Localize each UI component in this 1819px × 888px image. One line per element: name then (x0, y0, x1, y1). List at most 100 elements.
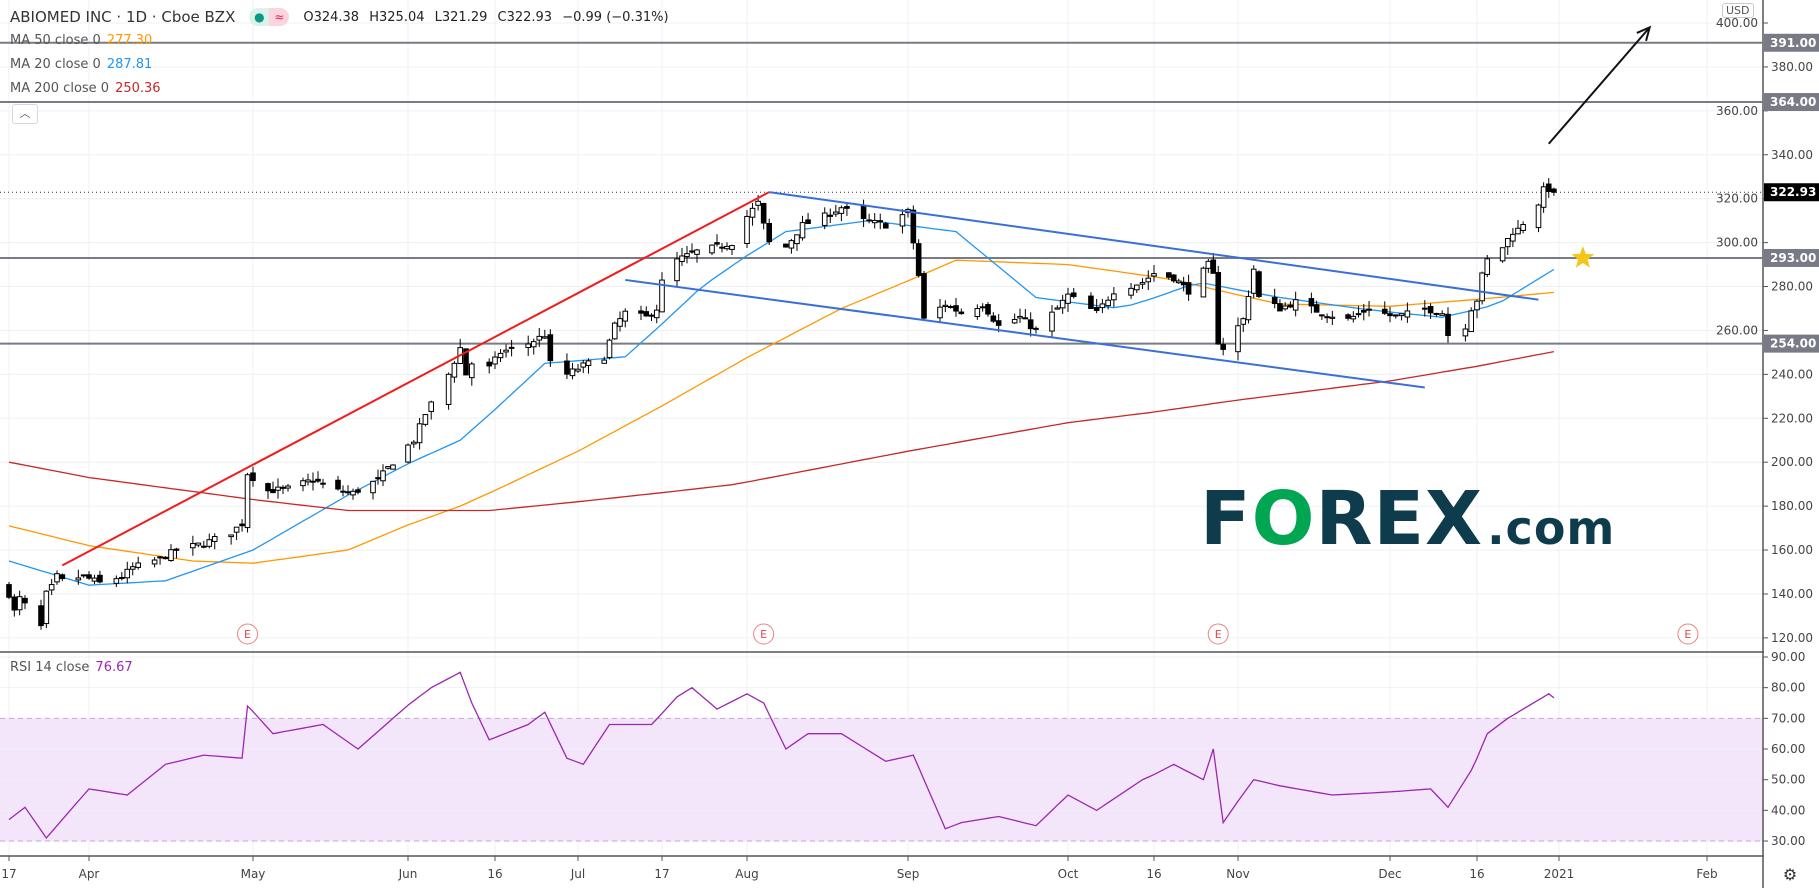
currency-button[interactable]: USD (1722, 3, 1754, 18)
candle (201, 540, 207, 549)
candle (606, 338, 613, 360)
candle (1499, 247, 1506, 263)
earnings-marker[interactable]: E (753, 623, 775, 645)
time-tick-label: 17 (654, 867, 669, 881)
legend-rsi[interactable]: RSI 14 close 76.67 (10, 660, 133, 675)
legend-ma200[interactable]: MA 200 close 0 250.36 (10, 81, 161, 96)
candle (525, 335, 532, 357)
time-tick-label: 16 (1469, 867, 1484, 881)
candle (1017, 308, 1023, 324)
time-tick-label: Jul (570, 867, 585, 881)
candle (827, 208, 834, 224)
legend-label: MA 200 close 0 (10, 81, 110, 96)
candle (766, 218, 773, 246)
candle (1427, 303, 1434, 320)
rsi-tick-label: 70.00 (1771, 711, 1805, 725)
candle-body (799, 222, 806, 239)
candle (445, 372, 452, 410)
candle-body (1387, 313, 1393, 317)
candle-body (766, 222, 773, 243)
candle-body (305, 479, 311, 483)
candle-body (1484, 258, 1491, 275)
candle (428, 400, 434, 420)
candle (1324, 313, 1330, 323)
level-price-tag: 254.00 (1770, 337, 1816, 351)
candle-body (979, 306, 986, 309)
candle-body (1277, 303, 1283, 312)
candle (173, 547, 180, 559)
candle-body (1308, 298, 1315, 307)
candle-body (694, 249, 700, 255)
candle-body (1022, 317, 1029, 320)
candle-body (866, 219, 872, 222)
candle-body (638, 310, 644, 314)
candle-body (1504, 237, 1511, 248)
rsi-tick-label: 60.00 (1771, 742, 1805, 756)
candle-body (1319, 314, 1325, 317)
candle-body (422, 414, 429, 425)
candle-body (536, 335, 543, 341)
candle-body (340, 490, 346, 493)
candle-body (882, 223, 889, 229)
candle (684, 246, 690, 264)
candle (119, 572, 125, 581)
candle (1111, 287, 1117, 308)
candle (265, 482, 271, 499)
candle-body (1185, 282, 1192, 295)
level-price-tag-bg (1764, 33, 1819, 52)
candle (1287, 301, 1294, 309)
candle-body (1059, 299, 1066, 309)
candle-body (275, 486, 281, 491)
candle-body (1329, 316, 1336, 319)
candle-body (1381, 308, 1388, 314)
time-tick-label: 16 (1146, 867, 1161, 881)
earnings-marker[interactable]: E (1677, 623, 1699, 645)
rsi-line (8, 671, 1555, 840)
candle-body (129, 566, 136, 570)
candle-body (416, 423, 423, 444)
candle (1170, 274, 1177, 283)
arrow-line (1547, 26, 1651, 145)
candle-body (310, 480, 316, 483)
earnings-label: E (760, 628, 767, 641)
low-value: L321.29 (434, 9, 488, 25)
candle-body (280, 486, 286, 489)
candle (80, 574, 87, 578)
candle-body (451, 362, 458, 378)
legend-ma50[interactable]: MA 50 close 0 277.30 (10, 33, 152, 48)
price-tick-label: 120.00 (1771, 631, 1813, 645)
candle-body (575, 368, 581, 372)
candle-body (899, 214, 906, 227)
price-tick-label: 200.00 (1771, 455, 1813, 469)
legend-ma20[interactable]: MA 20 close 0 287.81 (10, 57, 152, 72)
earnings-label: E (1684, 628, 1691, 641)
candle-body (38, 605, 44, 627)
candle (1345, 313, 1351, 321)
symbol-title[interactable]: ABIOMED INC · 1D · Cboe BZX (10, 8, 236, 26)
earnings-circle (1207, 623, 1229, 645)
candle-body (724, 245, 730, 250)
candle-body (674, 258, 680, 282)
collapse-legend-button[interactable]: ︿ (12, 104, 38, 124)
gear-icon[interactable]: ⚙ (1783, 865, 1797, 884)
earnings-marker[interactable]: E (1207, 623, 1229, 645)
earnings-marker[interactable]: E (237, 623, 259, 645)
price-tick-label: 180.00 (1771, 499, 1813, 513)
candle (617, 311, 623, 332)
candle-body (1271, 297, 1278, 305)
status-pill[interactable]: ● ≈ (249, 8, 290, 26)
candle-body (285, 485, 291, 489)
candle-body (1240, 318, 1247, 325)
candle (1093, 298, 1100, 314)
candle (601, 356, 608, 364)
candle-body (508, 346, 515, 349)
candle (585, 358, 592, 374)
candle (1220, 337, 1226, 356)
candle-body (1200, 267, 1207, 298)
candle (958, 308, 965, 315)
candle-body (1151, 273, 1157, 277)
time-tick-label: Apr (79, 867, 100, 881)
candle (275, 478, 281, 499)
candle-body (1499, 247, 1506, 262)
